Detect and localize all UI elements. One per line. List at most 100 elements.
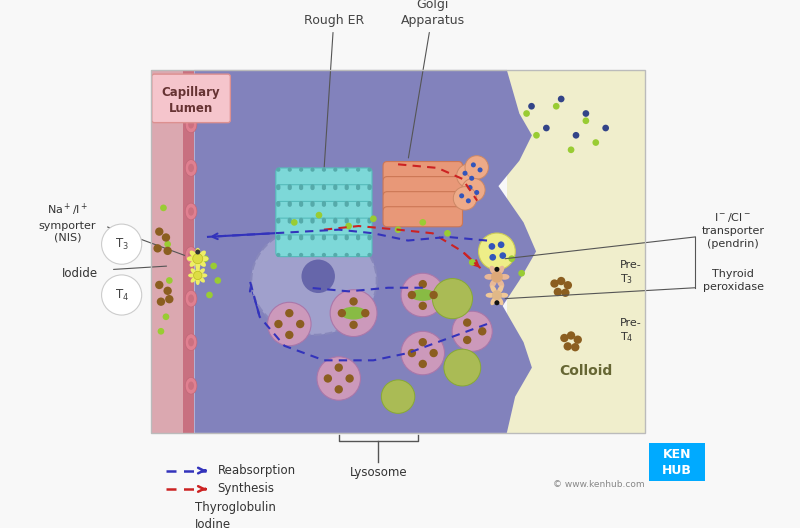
Circle shape bbox=[356, 186, 360, 190]
Circle shape bbox=[523, 110, 530, 117]
Circle shape bbox=[276, 253, 281, 257]
Circle shape bbox=[401, 332, 445, 375]
Circle shape bbox=[558, 96, 565, 102]
Circle shape bbox=[276, 184, 281, 188]
Ellipse shape bbox=[196, 278, 200, 285]
Circle shape bbox=[574, 335, 582, 344]
Circle shape bbox=[310, 234, 314, 239]
Circle shape bbox=[276, 220, 281, 223]
Ellipse shape bbox=[196, 266, 200, 274]
Circle shape bbox=[345, 236, 349, 240]
Circle shape bbox=[430, 291, 438, 299]
Circle shape bbox=[157, 297, 165, 306]
Circle shape bbox=[210, 262, 217, 269]
Circle shape bbox=[582, 110, 590, 117]
Circle shape bbox=[299, 203, 303, 207]
Text: Thyroglobulin: Thyroglobulin bbox=[195, 501, 276, 514]
Circle shape bbox=[418, 360, 427, 368]
Ellipse shape bbox=[188, 274, 196, 278]
Circle shape bbox=[194, 271, 202, 280]
Text: Iodide: Iodide bbox=[62, 267, 98, 280]
Circle shape bbox=[299, 236, 303, 240]
Circle shape bbox=[322, 236, 326, 240]
Ellipse shape bbox=[490, 297, 497, 305]
Circle shape bbox=[367, 220, 371, 223]
Ellipse shape bbox=[186, 159, 197, 176]
Circle shape bbox=[276, 201, 281, 205]
Ellipse shape bbox=[341, 307, 366, 319]
Circle shape bbox=[567, 331, 575, 340]
Ellipse shape bbox=[186, 334, 197, 351]
Ellipse shape bbox=[186, 116, 197, 133]
Circle shape bbox=[430, 349, 438, 357]
Circle shape bbox=[322, 234, 326, 239]
Circle shape bbox=[463, 336, 471, 344]
Circle shape bbox=[582, 117, 590, 124]
Bar bbox=[649, 443, 706, 482]
Circle shape bbox=[288, 184, 292, 188]
Circle shape bbox=[356, 184, 360, 188]
Ellipse shape bbox=[188, 338, 194, 346]
Circle shape bbox=[310, 218, 314, 222]
Circle shape bbox=[334, 220, 338, 223]
Circle shape bbox=[288, 234, 292, 239]
Text: Golgi
Apparatus: Golgi Apparatus bbox=[401, 0, 465, 158]
Ellipse shape bbox=[499, 293, 508, 298]
Text: Pre-
T$_4$: Pre- T$_4$ bbox=[620, 318, 642, 344]
Bar bbox=[151, 70, 646, 433]
Circle shape bbox=[367, 218, 371, 222]
Circle shape bbox=[345, 234, 349, 239]
Circle shape bbox=[334, 201, 338, 205]
Ellipse shape bbox=[490, 285, 497, 294]
Circle shape bbox=[557, 277, 566, 285]
Circle shape bbox=[474, 190, 479, 195]
Circle shape bbox=[276, 236, 281, 240]
Circle shape bbox=[162, 314, 170, 320]
Circle shape bbox=[492, 290, 502, 300]
Circle shape bbox=[102, 275, 142, 315]
Text: Lysosome: Lysosome bbox=[350, 466, 407, 479]
Circle shape bbox=[285, 309, 294, 317]
FancyBboxPatch shape bbox=[276, 201, 372, 223]
Ellipse shape bbox=[187, 256, 195, 261]
Circle shape bbox=[322, 186, 326, 190]
Circle shape bbox=[367, 186, 371, 190]
Circle shape bbox=[102, 224, 142, 264]
Circle shape bbox=[494, 300, 499, 305]
Circle shape bbox=[367, 236, 371, 240]
Ellipse shape bbox=[497, 297, 503, 305]
Circle shape bbox=[158, 328, 164, 335]
Circle shape bbox=[274, 320, 282, 328]
Ellipse shape bbox=[199, 268, 205, 275]
Circle shape bbox=[571, 343, 579, 351]
Text: T$_3$: T$_3$ bbox=[114, 237, 129, 252]
Ellipse shape bbox=[490, 266, 497, 275]
Circle shape bbox=[454, 186, 477, 210]
Circle shape bbox=[467, 185, 473, 190]
Circle shape bbox=[471, 163, 476, 167]
Circle shape bbox=[452, 311, 492, 351]
Circle shape bbox=[276, 203, 281, 207]
Circle shape bbox=[310, 236, 314, 240]
Circle shape bbox=[408, 291, 416, 299]
Polygon shape bbox=[151, 70, 194, 433]
Ellipse shape bbox=[199, 260, 206, 267]
Circle shape bbox=[418, 301, 427, 310]
Circle shape bbox=[533, 132, 540, 139]
Ellipse shape bbox=[486, 293, 495, 298]
Circle shape bbox=[291, 219, 298, 226]
Circle shape bbox=[465, 156, 489, 179]
Circle shape bbox=[463, 318, 471, 327]
Circle shape bbox=[602, 125, 609, 131]
Circle shape bbox=[162, 233, 170, 242]
Circle shape bbox=[310, 220, 314, 223]
Circle shape bbox=[334, 203, 338, 207]
Ellipse shape bbox=[188, 120, 194, 129]
Circle shape bbox=[345, 201, 349, 205]
Circle shape bbox=[302, 260, 335, 293]
FancyBboxPatch shape bbox=[383, 192, 462, 212]
Circle shape bbox=[276, 234, 281, 239]
Circle shape bbox=[444, 349, 481, 386]
Circle shape bbox=[554, 288, 562, 296]
Circle shape bbox=[432, 279, 473, 319]
